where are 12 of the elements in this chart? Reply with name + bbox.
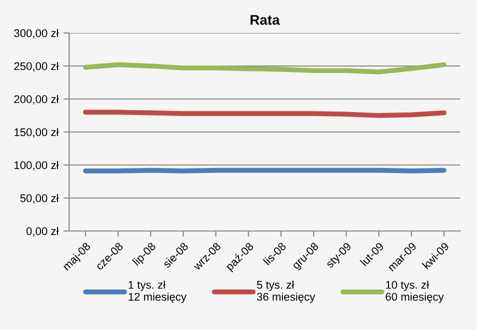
y-tick-label: 50,00 zł (20, 194, 59, 204)
y-tick-label: 0,00 zł (26, 226, 59, 236)
y-tick-label: 150,00 zł (14, 128, 59, 138)
legend-label: 5 tys. zł 36 miesięcy (256, 280, 316, 303)
legend-label: 10 tys. zł 60 miesięcy (386, 280, 444, 303)
y-tick-label: 100,00 zł (14, 160, 59, 170)
chart-title: Rata (250, 15, 280, 25)
y-tick-label: 250,00 zł (14, 62, 59, 72)
y-tick-label: 300,00 zł (14, 28, 59, 38)
y-tick-label: 200,00 zł (14, 94, 59, 104)
legend-label: 1 tys. zł 12 miesięcy (128, 280, 186, 303)
line-series (83, 62, 446, 74)
